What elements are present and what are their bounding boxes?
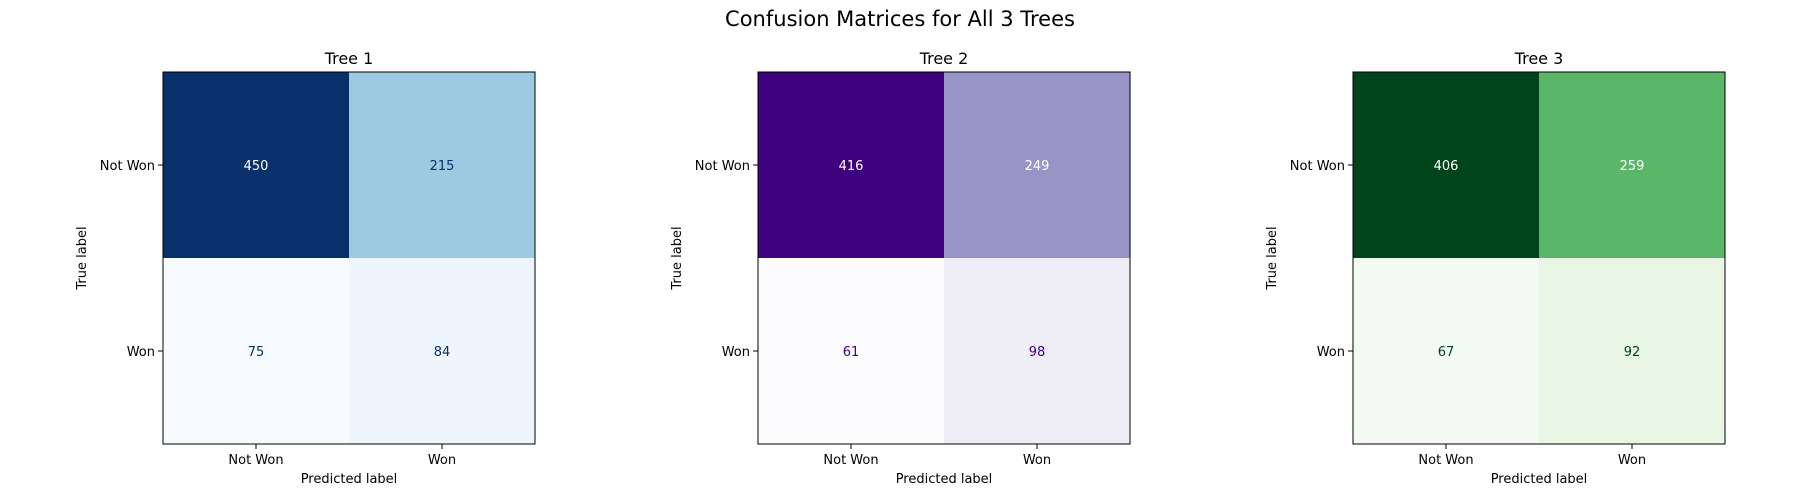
matrix-panel-1: 450 215 75 84 Tree 1 Not Won Won Not Won Won Pred… <box>75 49 536 487</box>
matrix-cell <box>163 72 349 258</box>
cell-value-label: 450 <box>244 159 269 174</box>
y-tick-label: Not Won <box>1290 159 1345 174</box>
matrix-cell <box>349 72 535 258</box>
y-tick-label: Won <box>1317 345 1345 360</box>
matrix-cell <box>1539 258 1725 444</box>
x-axis-label: Predicted label <box>301 472 398 487</box>
cell-value-label: 406 <box>1434 159 1459 174</box>
cell-value-label: 75 <box>248 345 265 360</box>
y-axis-label: True label <box>75 226 90 290</box>
matrix-cell <box>1539 72 1725 258</box>
cell-value-label: 249 <box>1025 159 1050 174</box>
x-tick-label: Not Won <box>1418 453 1473 468</box>
matrix-panel-2: 416 249 61 98 Tree 2 Not Won Won Not Won Won Pred… <box>670 49 1131 487</box>
cell-value-label: 98 <box>1029 345 1046 360</box>
plot-frame <box>757 71 1131 445</box>
matrix-cell <box>349 258 535 444</box>
panel-title: Tree 1 <box>324 49 374 68</box>
plot-frame <box>162 71 536 445</box>
matrix-cell <box>944 258 1130 444</box>
cell-value-label: 61 <box>843 345 860 360</box>
matrix-cell <box>944 72 1130 258</box>
matrix-cell <box>1353 72 1539 258</box>
x-tick-label: Won <box>428 453 456 468</box>
y-tick-label: Not Won <box>695 159 750 174</box>
x-axis-label: Predicted label <box>1491 472 1588 487</box>
cell-value-label: 67 <box>1438 345 1455 360</box>
panel-title: Tree 2 <box>919 49 969 68</box>
matrix-cell <box>758 72 944 258</box>
y-tick-label: Won <box>722 345 750 360</box>
cell-value-label: 259 <box>1620 159 1645 174</box>
x-tick-label: Not Won <box>823 453 878 468</box>
y-axis-label: True label <box>670 226 685 290</box>
plot-frame <box>1352 71 1726 445</box>
x-tick-label: Won <box>1023 453 1051 468</box>
x-tick-label: Not Won <box>228 453 283 468</box>
panel-title: Tree 3 <box>1514 49 1564 68</box>
matrix-panel-3: 406 259 67 92 Tree 3 Not Won Won Not Won Won Pred… <box>1265 49 1726 487</box>
matrix-cell <box>163 258 349 444</box>
matrix-cell <box>1353 258 1539 444</box>
cell-value-label: 416 <box>839 159 864 174</box>
x-tick-label: Won <box>1618 453 1646 468</box>
y-tick-label: Not Won <box>100 159 155 174</box>
cell-value-label: 92 <box>1624 345 1641 360</box>
figure-title: Confusion Matrices for All 3 Trees <box>725 7 1075 31</box>
y-axis-label: True label <box>1265 226 1280 290</box>
cell-value-label: 215 <box>430 159 455 174</box>
panels: 450 215 75 84 Tree 1 Not Won Won Not Won Won Pred… <box>75 49 1726 487</box>
x-axis-label: Predicted label <box>896 472 993 487</box>
matrix-cell <box>758 258 944 444</box>
cell-value-label: 84 <box>434 345 451 360</box>
y-tick-label: Won <box>127 345 155 360</box>
